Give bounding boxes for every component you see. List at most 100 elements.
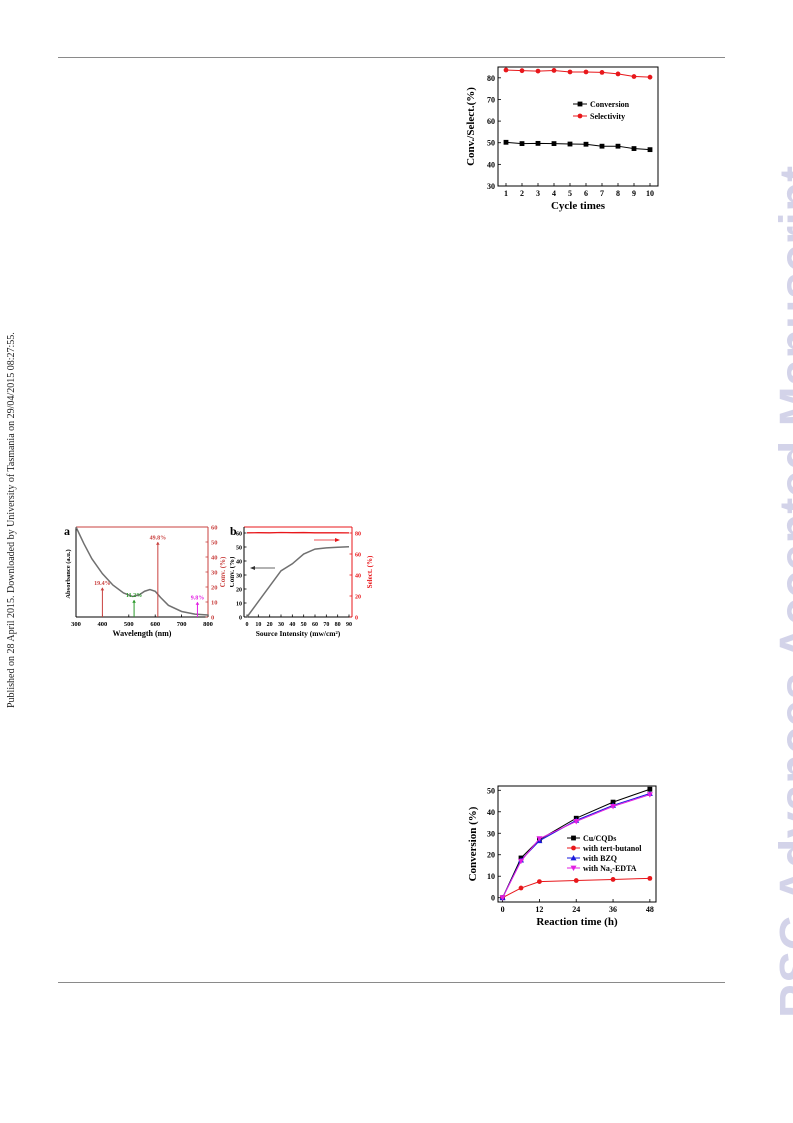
x-tick-label: 60 xyxy=(312,622,318,628)
right-tick-label: 40 xyxy=(355,574,361,580)
y-axis-label: Conversion (%) xyxy=(467,806,479,881)
left-tick-label: 10 xyxy=(236,602,242,608)
data-point xyxy=(518,858,525,865)
data-point xyxy=(646,792,653,798)
data-point xyxy=(573,819,580,825)
chart-cycle-stability: 30 40 50 60 70 80 1 2 3 4 5 6 7 8 9 10 Cycle times Conv./… xyxy=(465,66,659,212)
data-point xyxy=(610,877,616,882)
legend-marker xyxy=(571,845,576,851)
publication-note: Published on 28 April 2015. Downloaded b… xyxy=(6,332,17,708)
bar-value-label: 19.4% xyxy=(94,581,111,587)
legend-label: Conversion xyxy=(590,100,630,109)
y-tick-label: 50 xyxy=(487,786,495,795)
y-axis-label: Conv./Select.(%) xyxy=(465,87,477,166)
series-line xyxy=(502,877,650,899)
bar-tip xyxy=(132,599,136,603)
x-tick-label: 2 xyxy=(520,189,524,198)
legend-marker xyxy=(570,855,577,861)
data-point xyxy=(615,71,621,77)
bar-value-label: 49.8% xyxy=(150,535,167,541)
conversion-line xyxy=(246,545,350,618)
x-tick-label: 3 xyxy=(536,189,540,198)
data-point xyxy=(647,147,653,153)
x-tick-label: 90 xyxy=(346,622,352,628)
data-point xyxy=(583,69,589,75)
right-tick-label: 0 xyxy=(211,615,214,622)
data-point xyxy=(551,141,557,146)
y-tick-label: 50 xyxy=(487,139,495,148)
legend-label: Selectivity xyxy=(590,112,625,121)
y-tick-label: 30 xyxy=(487,829,495,838)
x-tick-label: 48 xyxy=(646,905,654,914)
data-point xyxy=(503,139,509,145)
arrow-left-head xyxy=(250,566,255,570)
data-point xyxy=(631,74,637,79)
y-tick-label: 30 xyxy=(487,182,495,191)
x-tick-label: 30 xyxy=(278,622,284,628)
x-tick-label: 70 xyxy=(323,622,329,628)
bar-tip xyxy=(100,587,105,591)
right-tick-label: 60 xyxy=(211,525,218,532)
legend-marker xyxy=(570,865,577,871)
left-tick-label: 40 xyxy=(236,560,242,566)
series-line xyxy=(502,794,651,898)
data-point xyxy=(519,141,525,146)
data-point xyxy=(631,146,637,151)
x-tick-label: 24 xyxy=(572,905,580,914)
bar-value-label: 11.2% xyxy=(126,593,142,599)
left-tick-label: 60 xyxy=(236,532,242,538)
x-tick-label: 10 xyxy=(255,622,261,628)
x-tick-label: 4 xyxy=(552,189,556,198)
y-tick-label: 60 xyxy=(487,117,495,126)
x-tick-label: 8 xyxy=(616,189,620,198)
watermark: RSC Advances Accepted Manuscript xyxy=(771,165,793,1018)
left-axis-label: Absorbance (a.u.) xyxy=(65,549,72,598)
x-tick-label: 20 xyxy=(267,622,273,628)
series-line-selectivity xyxy=(505,69,651,78)
x-tick-label: 500 xyxy=(124,621,134,628)
left-tick-label: 0 xyxy=(239,616,242,622)
left-tick-label: 30 xyxy=(236,574,242,580)
x-tick-label: 10 xyxy=(646,189,654,198)
data-point xyxy=(567,69,573,75)
data-point xyxy=(615,143,621,149)
right-tick-label: 60 xyxy=(355,553,361,559)
right-tick-label: 80 xyxy=(355,532,361,538)
x-tick-label: 9 xyxy=(632,189,636,198)
plot-frame xyxy=(497,66,659,187)
x-tick-label: 7 xyxy=(600,189,604,198)
right-tick-label: 10 xyxy=(211,600,218,607)
x-tick-label: 0 xyxy=(501,905,505,914)
plot-frame xyxy=(497,785,657,903)
legend-label: with BZQ xyxy=(583,854,617,863)
bar-tip xyxy=(195,601,200,605)
legend-label: with tert-butanol xyxy=(583,844,642,853)
right-tick-label: 50 xyxy=(211,540,218,547)
x-tick-label: 5 xyxy=(568,189,572,198)
panel-label: b xyxy=(230,524,237,538)
x-tick-label: 700 xyxy=(177,621,187,628)
legend-marker xyxy=(577,101,583,107)
footer-rule xyxy=(58,982,725,983)
x-tick-label: 800 xyxy=(203,621,213,628)
data-point xyxy=(519,68,525,74)
left-axis-label: Conv. (%) xyxy=(230,556,236,587)
x-axis-label: Source Intensity (mw/cm²) xyxy=(256,629,341,638)
y-tick-label: 40 xyxy=(487,808,495,817)
panel-label: a xyxy=(64,524,70,538)
left-tick-label: 50 xyxy=(236,546,242,552)
x-tick-label: 0 xyxy=(246,622,249,628)
x-tick-label: 600 xyxy=(150,621,160,628)
right-axis-label: Conv. (%) xyxy=(219,556,227,587)
data-point xyxy=(573,878,579,883)
data-point xyxy=(499,895,506,901)
data-point xyxy=(535,140,541,146)
y-tick-label: 10 xyxy=(487,872,495,881)
x-tick-label: 12 xyxy=(535,905,543,914)
x-tick-label: 80 xyxy=(335,622,341,628)
y-tick-label: 70 xyxy=(487,95,495,104)
x-axis-label: Reaction time (h) xyxy=(536,916,618,928)
bar-value-label: 9.8% xyxy=(191,595,205,601)
x-tick-label: 1 xyxy=(504,189,508,198)
